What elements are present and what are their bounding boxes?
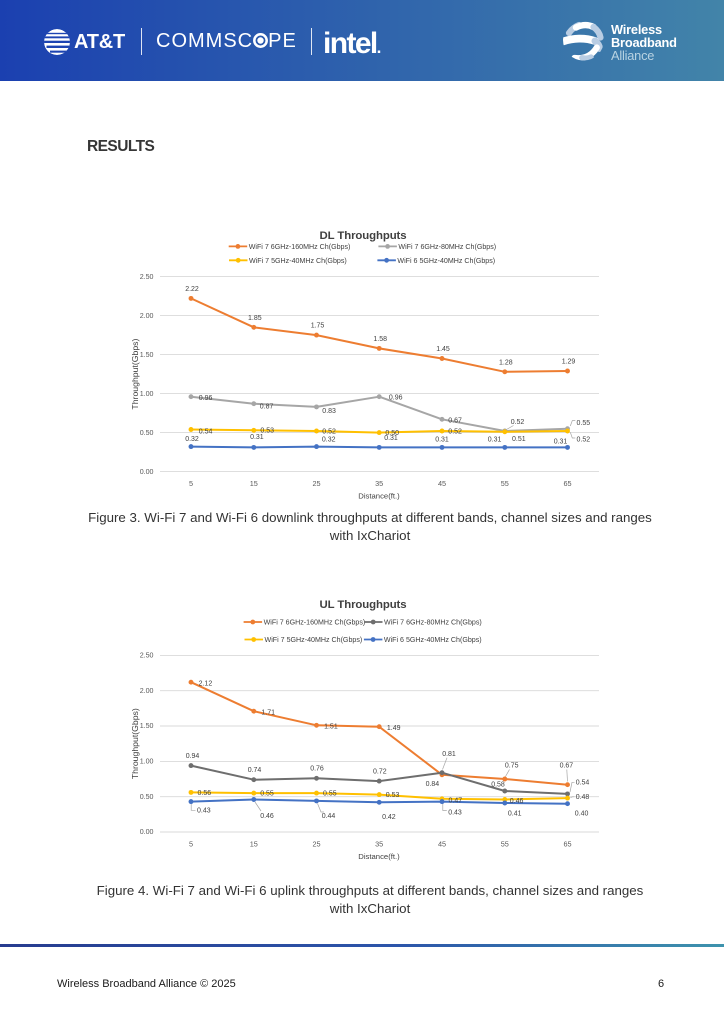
svg-text:2.50: 2.50 bbox=[140, 273, 154, 281]
svg-text:15: 15 bbox=[250, 840, 258, 849]
svg-text:0.55: 0.55 bbox=[577, 420, 591, 427]
svg-text:1.71: 1.71 bbox=[261, 710, 275, 717]
svg-text:0.31: 0.31 bbox=[488, 436, 502, 443]
svg-text:1.29: 1.29 bbox=[562, 359, 576, 366]
svg-text:WiFi 7 6GHz-160MHz Ch(Gbps): WiFi 7 6GHz-160MHz Ch(Gbps) bbox=[249, 243, 351, 251]
svg-text:1.00: 1.00 bbox=[140, 758, 154, 766]
svg-text:0.50: 0.50 bbox=[385, 430, 399, 437]
svg-text:0.50: 0.50 bbox=[140, 793, 154, 801]
svg-text:DL Throughputs: DL Throughputs bbox=[320, 230, 407, 242]
svg-text:WiFi 7 5GHz-40MHz Ch(Gbps): WiFi 7 5GHz-40MHz Ch(Gbps) bbox=[249, 257, 347, 265]
svg-text:WiFi 7 6GHz-80MHz Ch(Gbps): WiFi 7 6GHz-80MHz Ch(Gbps) bbox=[384, 619, 482, 627]
svg-text:0.54: 0.54 bbox=[199, 429, 213, 436]
svg-text:0.96: 0.96 bbox=[199, 395, 213, 402]
svg-text:Throughput(Gbps): Throughput(Gbps) bbox=[130, 339, 140, 410]
svg-text:55: 55 bbox=[501, 840, 509, 849]
svg-text:35: 35 bbox=[375, 840, 383, 849]
svg-text:0.40: 0.40 bbox=[575, 811, 589, 818]
svg-text:0.43: 0.43 bbox=[197, 808, 211, 815]
svg-text:0.55: 0.55 bbox=[323, 791, 337, 798]
svg-text:65: 65 bbox=[563, 479, 571, 488]
svg-text:55: 55 bbox=[501, 479, 509, 488]
svg-text:Throughput(Gbps): Throughput(Gbps) bbox=[130, 708, 140, 779]
svg-text:2.00: 2.00 bbox=[140, 312, 154, 320]
svg-text:1.58: 1.58 bbox=[373, 336, 387, 343]
svg-text:0.84: 0.84 bbox=[426, 781, 440, 788]
svg-text:0.87: 0.87 bbox=[260, 404, 274, 411]
svg-text:0.52: 0.52 bbox=[577, 437, 591, 444]
svg-text:0.94: 0.94 bbox=[186, 753, 200, 760]
svg-text:0.53: 0.53 bbox=[260, 428, 274, 435]
svg-text:0.46: 0.46 bbox=[260, 813, 274, 820]
svg-text:0.43: 0.43 bbox=[448, 810, 462, 817]
svg-text:0.31: 0.31 bbox=[435, 436, 449, 443]
svg-text:0.55: 0.55 bbox=[260, 791, 274, 798]
svg-text:25: 25 bbox=[312, 479, 320, 488]
svg-text:0.75: 0.75 bbox=[505, 763, 519, 770]
svg-text:0.83: 0.83 bbox=[322, 408, 336, 415]
svg-text:2.50: 2.50 bbox=[140, 652, 154, 660]
svg-text:1.49: 1.49 bbox=[387, 725, 401, 732]
svg-text:WiFi 6 5GHz-40MHz Ch(Gbps): WiFi 6 5GHz-40MHz Ch(Gbps) bbox=[384, 636, 482, 644]
svg-text:0.53: 0.53 bbox=[386, 792, 400, 799]
svg-text:0.42: 0.42 bbox=[382, 814, 396, 821]
svg-text:0.54: 0.54 bbox=[576, 780, 590, 787]
svg-text:1.51: 1.51 bbox=[324, 724, 338, 731]
svg-text:0.52: 0.52 bbox=[448, 429, 462, 436]
svg-text:0.76: 0.76 bbox=[310, 766, 324, 773]
svg-text:0.31: 0.31 bbox=[384, 435, 398, 442]
svg-text:1.50: 1.50 bbox=[140, 351, 154, 359]
svg-text:1.50: 1.50 bbox=[140, 722, 154, 730]
svg-text:UL Throughputs: UL Throughputs bbox=[320, 599, 407, 611]
svg-text:0.72: 0.72 bbox=[373, 769, 387, 776]
svg-text:15: 15 bbox=[250, 479, 258, 488]
svg-text:WiFi 7 6GHz-80MHz Ch(Gbps): WiFi 7 6GHz-80MHz Ch(Gbps) bbox=[398, 243, 496, 251]
svg-text:0.74: 0.74 bbox=[248, 767, 262, 774]
svg-text:1.75: 1.75 bbox=[311, 323, 325, 330]
svg-text:0.31: 0.31 bbox=[250, 434, 264, 441]
svg-text:45: 45 bbox=[438, 840, 446, 849]
svg-text:WiFi 7 6GHz-160MHz Ch(Gbps): WiFi 7 6GHz-160MHz Ch(Gbps) bbox=[264, 619, 366, 627]
svg-text:0.31: 0.31 bbox=[554, 439, 568, 446]
svg-text:2.12: 2.12 bbox=[199, 681, 213, 688]
svg-text:0.46: 0.46 bbox=[510, 798, 524, 805]
svg-text:Distance(ft.): Distance(ft.) bbox=[358, 852, 400, 861]
svg-text:35: 35 bbox=[375, 479, 383, 488]
svg-text:2.00: 2.00 bbox=[140, 687, 154, 695]
svg-text:WiFi 7 5GHz-40MHz Ch(Gbps): WiFi 7 5GHz-40MHz Ch(Gbps) bbox=[265, 636, 363, 644]
svg-text:45: 45 bbox=[438, 479, 446, 488]
svg-text:1.00: 1.00 bbox=[140, 390, 154, 398]
svg-text:0.00: 0.00 bbox=[140, 828, 154, 836]
svg-text:0.00: 0.00 bbox=[140, 468, 154, 476]
svg-text:0.67: 0.67 bbox=[560, 763, 574, 770]
svg-text:WiFi 6 5GHz-40MHz Ch(Gbps): WiFi 6 5GHz-40MHz Ch(Gbps) bbox=[397, 257, 495, 265]
svg-text:0.47: 0.47 bbox=[449, 797, 463, 804]
svg-text:0.32: 0.32 bbox=[185, 436, 199, 443]
svg-text:5: 5 bbox=[189, 840, 193, 849]
svg-text:0.51: 0.51 bbox=[512, 436, 526, 443]
svg-text:0.50: 0.50 bbox=[140, 429, 154, 437]
svg-text:0.41: 0.41 bbox=[508, 811, 522, 818]
svg-text:1.85: 1.85 bbox=[248, 315, 262, 322]
svg-text:5: 5 bbox=[189, 479, 193, 488]
svg-text:65: 65 bbox=[563, 840, 571, 849]
svg-text:0.96: 0.96 bbox=[389, 395, 403, 402]
svg-text:0.48: 0.48 bbox=[576, 794, 590, 801]
svg-text:0.44: 0.44 bbox=[322, 813, 336, 820]
svg-text:0.58: 0.58 bbox=[491, 782, 505, 789]
svg-text:0.52: 0.52 bbox=[322, 429, 336, 436]
svg-text:Distance(ft.): Distance(ft.) bbox=[358, 492, 400, 501]
svg-text:1.45: 1.45 bbox=[436, 346, 450, 353]
svg-text:1.28: 1.28 bbox=[499, 359, 513, 366]
svg-text:0.81: 0.81 bbox=[442, 751, 456, 758]
svg-text:0.32: 0.32 bbox=[322, 437, 336, 444]
svg-text:0.67: 0.67 bbox=[448, 418, 462, 425]
svg-text:2.22: 2.22 bbox=[185, 286, 199, 293]
svg-text:25: 25 bbox=[312, 840, 320, 849]
svg-text:0.52: 0.52 bbox=[511, 419, 525, 426]
svg-text:0.56: 0.56 bbox=[198, 790, 212, 797]
